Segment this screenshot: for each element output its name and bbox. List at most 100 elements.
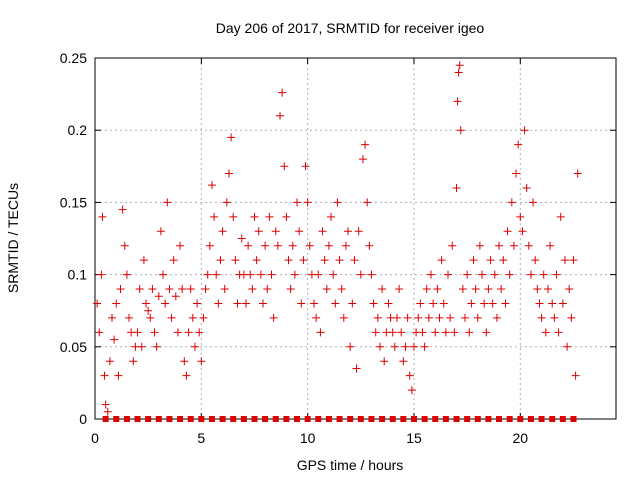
data-point (388, 328, 397, 337)
data-point (250, 212, 259, 221)
baseline-point (549, 416, 556, 422)
data-point (231, 256, 240, 265)
data-point (139, 256, 148, 265)
data-point (499, 256, 508, 265)
baseline-point (166, 416, 173, 422)
baseline-point (538, 416, 545, 422)
baseline-point (421, 416, 428, 422)
data-point (529, 198, 538, 207)
data-point (563, 342, 572, 351)
data-point (373, 313, 382, 322)
data-point (473, 313, 482, 322)
data-point (486, 256, 495, 265)
data-point (118, 205, 127, 214)
data-point (507, 198, 516, 207)
data-point (352, 364, 361, 373)
data-point (144, 306, 153, 315)
data-point (305, 241, 314, 250)
baseline-point (389, 416, 396, 422)
data-point (190, 342, 199, 351)
data-point (458, 285, 467, 294)
data-point (450, 328, 459, 337)
baseline-point (517, 416, 524, 422)
baseline-point (368, 416, 375, 422)
y-tick-label: 0.25 (60, 50, 87, 66)
baseline-point (304, 416, 311, 422)
data-point (431, 328, 440, 337)
data-point (95, 328, 104, 337)
data-point (227, 133, 236, 142)
data-point (543, 285, 552, 294)
x-tick-label: 0 (91, 430, 99, 446)
baseline-point (177, 416, 184, 422)
plot-frame (94, 57, 617, 420)
data-point (375, 342, 384, 351)
data-point (456, 126, 465, 135)
baseline-point (379, 416, 386, 422)
data-point (216, 256, 225, 265)
data-point (414, 313, 423, 322)
data-point (558, 299, 567, 308)
baseline-point (570, 416, 577, 422)
data-point (535, 299, 544, 308)
baseline-point (187, 416, 194, 422)
data-point (129, 357, 138, 366)
data-point (100, 371, 109, 380)
data-point (565, 285, 574, 294)
baseline-point (506, 416, 513, 422)
data-point (258, 299, 267, 308)
data-point (93, 299, 102, 308)
data-point (356, 270, 365, 279)
baseline-point (485, 416, 492, 422)
data-point (424, 313, 433, 322)
data-point (514, 140, 523, 149)
data-point (384, 299, 393, 308)
data-point (392, 313, 401, 322)
data-point (195, 328, 204, 337)
baseline-point (496, 416, 503, 422)
data-point (322, 285, 331, 294)
data-point (524, 241, 533, 250)
data-point (133, 328, 142, 337)
baseline-point (336, 416, 343, 422)
data-point (497, 285, 506, 294)
data-point (335, 256, 344, 265)
data-point (548, 299, 557, 308)
chart-title: Day 206 of 2017, SRMTID for receiver ige… (216, 20, 485, 36)
data-point (98, 212, 107, 221)
baseline-point (283, 416, 290, 422)
data-point (135, 285, 144, 294)
data-point (142, 299, 151, 308)
baseline-point (474, 416, 481, 422)
data-point (218, 227, 227, 236)
data-point (420, 342, 429, 351)
data-point (222, 198, 231, 207)
data-point (429, 299, 438, 308)
data-point (276, 111, 285, 120)
data-point (229, 212, 238, 221)
data-point (407, 386, 416, 395)
data-point (367, 270, 376, 279)
y-tick-label: 0.1 (68, 267, 88, 283)
data-point (165, 285, 174, 294)
baseline-point (208, 416, 215, 422)
y-axis-label: SRMTID / TECUs (5, 183, 21, 293)
baseline-point (240, 416, 247, 422)
baseline-point (432, 416, 439, 422)
data-point (471, 285, 480, 294)
data-point (244, 241, 253, 250)
data-point (295, 227, 304, 236)
data-point (495, 241, 504, 250)
data-point (297, 299, 306, 308)
data-point (554, 328, 563, 337)
data-point (241, 299, 250, 308)
baseline-point (315, 416, 322, 422)
data-point (290, 270, 299, 279)
baseline-point (262, 416, 269, 422)
data-point (220, 285, 229, 294)
data-point (437, 256, 446, 265)
data-point (422, 285, 431, 294)
data-point (173, 328, 182, 337)
data-point (318, 227, 327, 236)
baseline-point (102, 416, 109, 422)
